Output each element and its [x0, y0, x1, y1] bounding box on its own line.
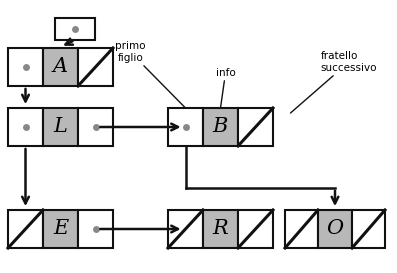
Bar	[318, 210, 352, 248]
Bar	[168, 108, 203, 146]
Bar	[43, 48, 78, 86]
Bar	[238, 210, 273, 248]
Bar	[8, 210, 43, 248]
Text: info: info	[216, 68, 235, 108]
Text: A: A	[53, 58, 68, 76]
Bar	[43, 108, 78, 146]
Bar	[203, 108, 238, 146]
Bar	[352, 210, 385, 248]
Bar	[238, 108, 273, 146]
Text: B: B	[213, 117, 228, 136]
Text: fratello
successivo: fratello successivo	[291, 51, 377, 113]
Text: primo
figlio: primo figlio	[115, 41, 185, 108]
Bar	[285, 210, 318, 248]
Bar	[55, 18, 95, 40]
Bar	[78, 108, 113, 146]
Text: E: E	[53, 219, 68, 239]
Text: R: R	[213, 219, 228, 239]
Bar	[43, 210, 78, 248]
Bar	[203, 210, 238, 248]
Bar	[8, 48, 43, 86]
Bar	[8, 108, 43, 146]
Text: L: L	[54, 117, 67, 136]
Bar	[78, 210, 113, 248]
Bar	[78, 48, 113, 86]
Text: O: O	[326, 219, 343, 239]
Bar	[168, 210, 203, 248]
